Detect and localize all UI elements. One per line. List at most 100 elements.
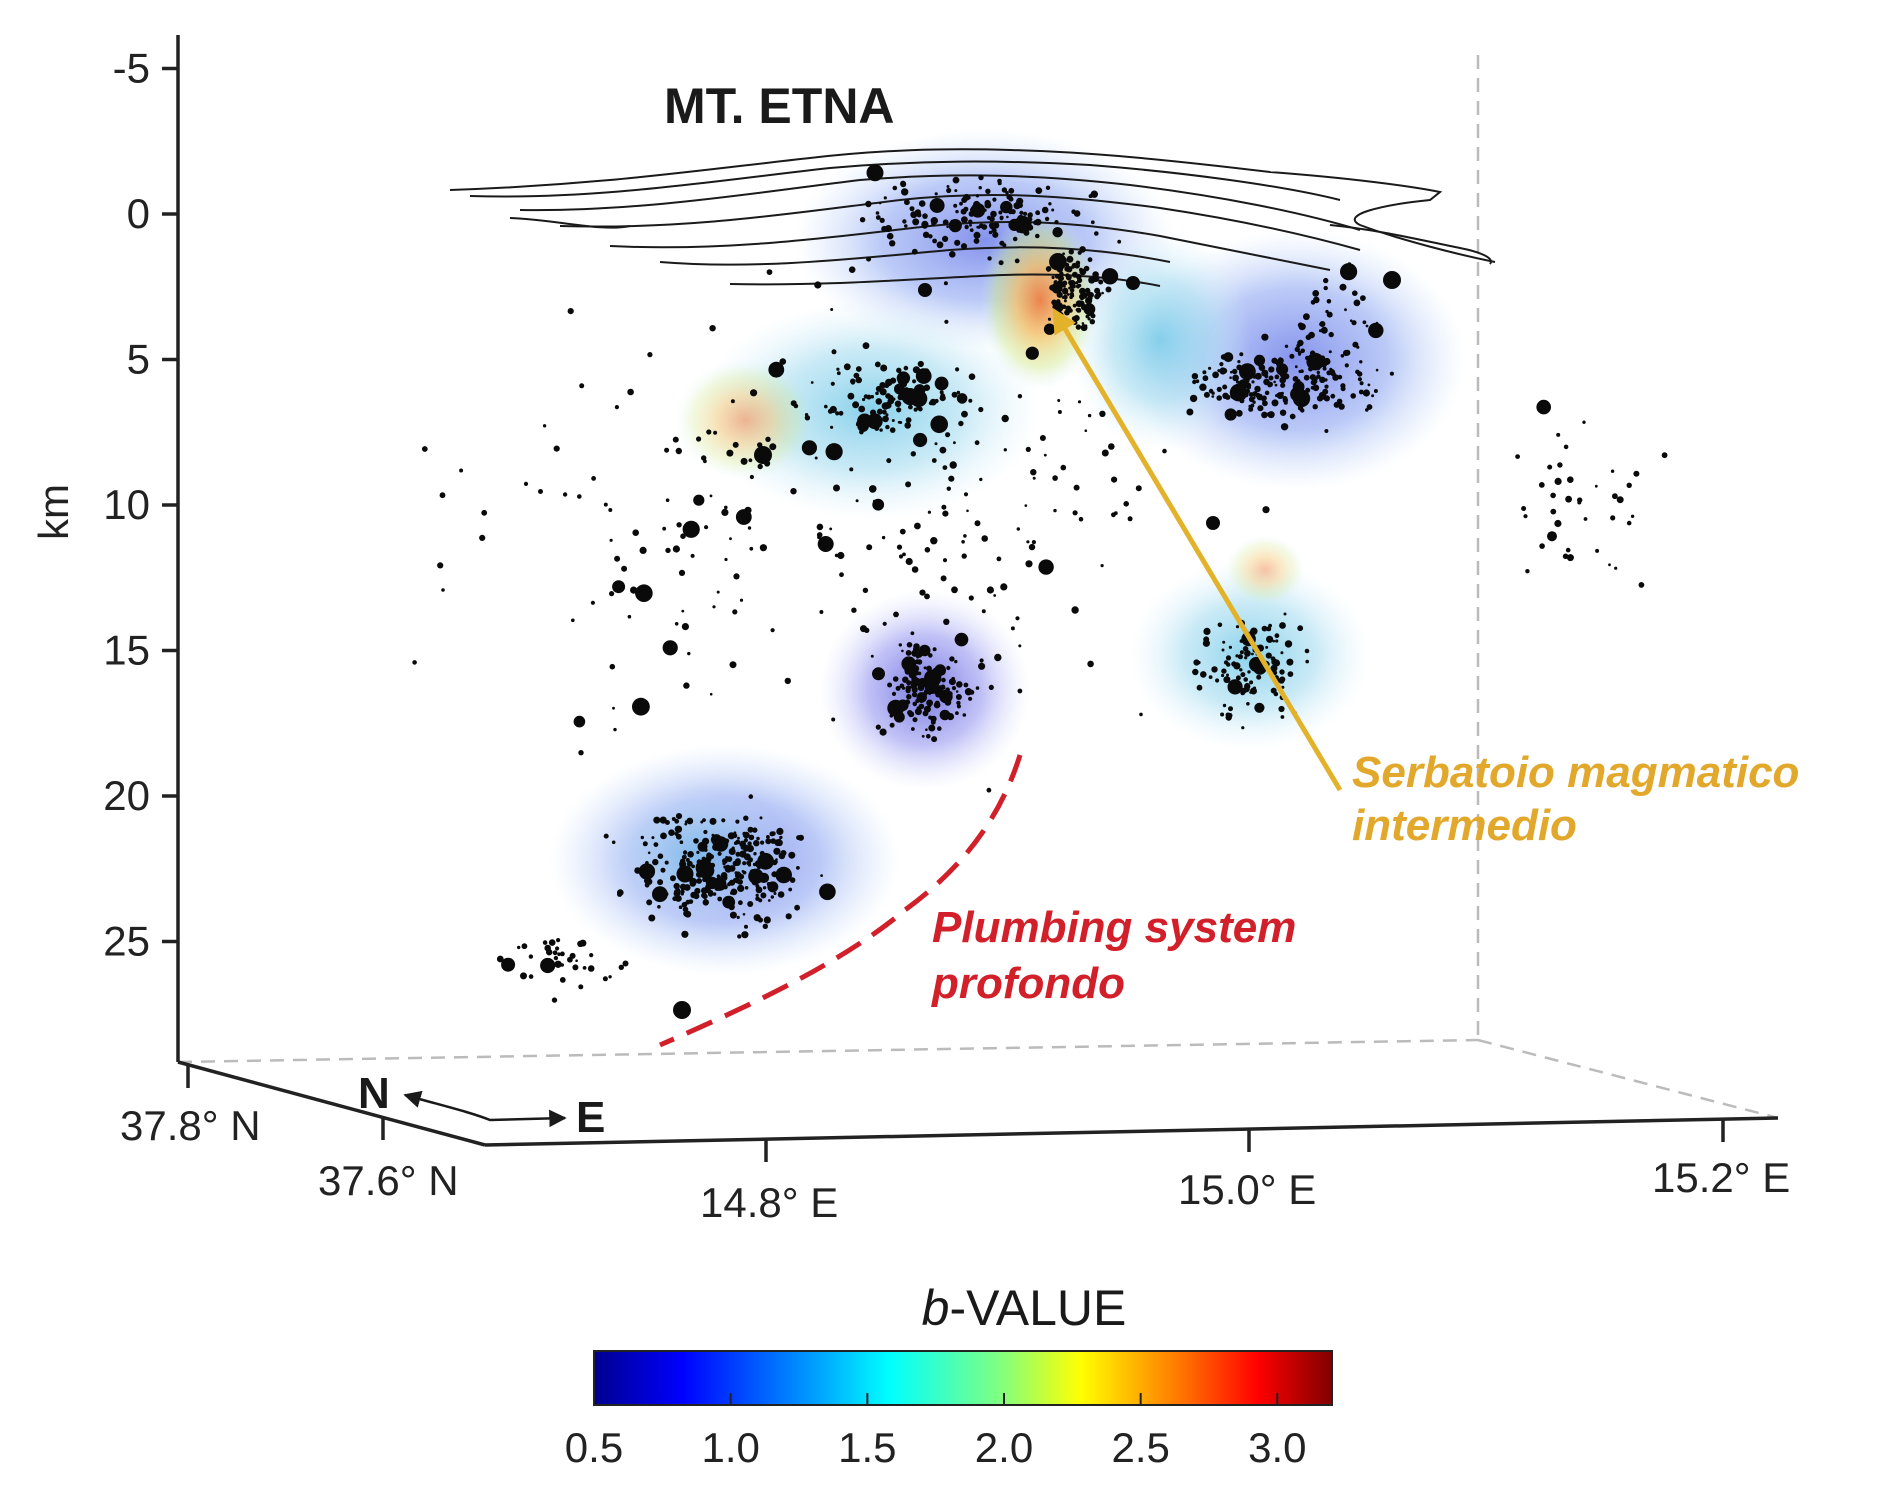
earthquake-dot [653,842,659,847]
earthquake-dot [627,388,634,396]
earthquake-dot [1254,702,1265,713]
earthquake-dot [931,736,938,743]
earthquake-dot [659,816,667,824]
earthquake-dot [1350,393,1356,399]
earthquake-dot [688,899,694,904]
earthquake-dot [958,420,964,427]
earthquake-dot [911,566,919,573]
earthquake-dot [733,841,738,845]
earthquake-dot [587,965,595,972]
earthquake-dot [651,836,655,840]
earthquake-dot [1016,197,1024,205]
earthquake-dot [1235,409,1243,417]
earthquake-dot [897,394,904,401]
earthquake-dot [766,269,773,275]
earthquake-dot [912,717,918,723]
earthquake-dot [1344,308,1347,312]
earthquake-dot [1056,299,1061,304]
earthquake-dot [657,853,664,859]
earthquake-dot [1297,625,1304,632]
earthquake-dot [881,402,889,410]
earthquake-dot [906,694,912,700]
earthquake-dot [1296,388,1303,395]
earthquake-dot [627,614,632,619]
earthquake-dot [713,430,718,435]
earthquake-dot [687,851,694,858]
earthquake-dot [1162,448,1167,454]
earthquake-dot [1272,639,1276,643]
earthquake-dot [893,611,899,618]
earthquake-dot [879,382,886,389]
earthquake-dot [932,238,937,244]
earthquake-dot [1626,520,1632,526]
earthquake-dot [724,557,728,562]
earthquake-dot [681,609,685,613]
earthquake-dot [664,860,669,865]
earthquake-dot [1280,382,1286,388]
earthquake-dot [711,833,715,837]
earthquake-dot [1521,506,1527,511]
earthquake-dot [1567,476,1574,484]
east-mid-cluster-warm [1225,535,1305,605]
earthquake-dot [652,858,659,866]
earthquake-dot [1192,379,1197,385]
earthquake-dot [737,836,740,840]
earthquake-dot [608,975,612,979]
earthquake-dot [875,211,880,215]
earthquake-dot [1008,196,1014,202]
earthquake-dot [1306,352,1324,371]
earthquake-dot [911,727,915,731]
earthquake-dot [672,436,679,443]
earthquake-dot [1612,493,1618,500]
earthquake-dot [1090,190,1099,198]
earthquake-dot [762,886,767,890]
earthquake-dot [528,954,534,959]
earthquake-dot [928,401,934,406]
earthquake-dot [759,816,763,820]
earthquake-dot [753,852,757,856]
earthquake-dot [981,535,988,542]
earthquake-dot [1250,403,1255,408]
earthquake-dot [978,174,984,181]
earthquake-dot [1278,705,1285,713]
earthquake-dot [929,198,945,213]
earthquake-dot [1268,366,1275,373]
earthquake-dot [1246,702,1250,706]
earthquake-dot [1087,257,1093,263]
earthquake-dot [579,939,587,947]
earthquake-dot [923,705,931,713]
earthquake-dot [998,260,1004,266]
earthquake-dot [1247,670,1251,674]
earthquake-dot [1034,218,1042,226]
earthquake-dot [992,197,997,202]
earthquake-dot [582,966,587,970]
earthquake-dot [675,813,683,820]
earthquake-dot [632,697,650,716]
earthquake-dot [1217,369,1221,373]
svg-text:Serbatoio magmatico: Serbatoio magmatico [1352,748,1799,797]
earthquake-dot [1343,349,1350,357]
earthquake-dot [921,223,928,229]
earthquake-dot [951,686,957,691]
earthquake-dot [843,363,851,371]
earthquake-dot [1340,263,1358,281]
earthquake-dot [1085,314,1090,319]
earthquake-dot [1538,482,1545,488]
earthquake-dot [742,870,747,875]
earthquake-dot [1265,645,1269,649]
earthquake-dot [940,575,947,582]
earthquake-dot [1003,201,1008,206]
earthquake-dot [1192,668,1199,676]
earthquake-dot [926,734,931,739]
earthquake-dot [675,833,682,840]
earthquake-dot [1025,560,1033,568]
earthquake-dot [1258,364,1266,372]
earthquake-dot [1250,627,1258,635]
earthquake-dot [1222,384,1228,390]
earthquake-dot [1001,187,1008,193]
earthquake-dot [955,209,959,214]
earthquake-dot [1030,469,1037,476]
earthquake-dot [1352,341,1359,348]
earthquake-dot [899,528,906,535]
earthquake-dot [1294,365,1298,369]
